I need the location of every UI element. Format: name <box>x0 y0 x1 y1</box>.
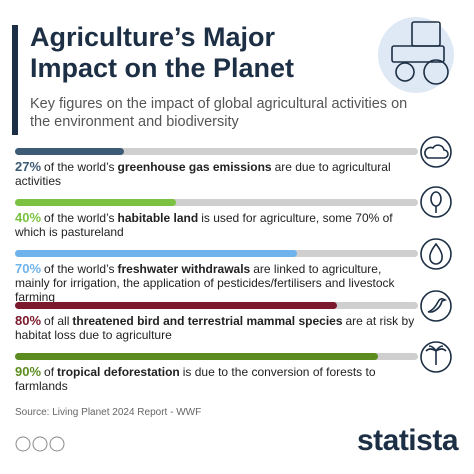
body-text: is due to the conversion of forests to f… <box>15 365 376 393</box>
body-text: of <box>44 365 55 379</box>
body-text: of all <box>44 314 70 328</box>
subtitle: Key figures on the impact of global agri… <box>30 96 408 130</box>
title: Agriculture’s Major Impact on the Planet <box>30 22 295 83</box>
palm-icon <box>420 341 452 373</box>
bar-track <box>15 353 418 360</box>
body-text: of the world’s <box>44 160 115 174</box>
bar-track <box>15 199 418 206</box>
tractor-icon <box>391 21 449 85</box>
body-text: of the world’s <box>44 211 115 225</box>
bar <box>15 353 378 360</box>
highlight-text: threatened bird and terrestrial mammal s… <box>72 314 343 328</box>
bar-track <box>15 250 418 257</box>
accent-bar <box>12 25 18 135</box>
bar-track <box>15 148 418 155</box>
value-label: 40% <box>15 210 42 225</box>
bird-icon <box>420 290 452 322</box>
brand-logo: statista <box>356 424 459 457</box>
body-text: is used for agriculture, some 70% of whi… <box>15 211 393 239</box>
bar-track <box>15 302 418 309</box>
item-text: 27% of the world’s greenhouse gas emission… <box>15 159 415 189</box>
bar <box>15 148 124 155</box>
value-label: 70% <box>15 261 42 276</box>
highlight-text: habitable land <box>117 211 199 225</box>
highlight-text: greenhouse gas emissions <box>117 160 272 174</box>
value-label: 27% <box>15 159 42 174</box>
item-text: 90% of tropical deforestation is due to the… <box>15 364 415 394</box>
item-text: 70% of the world’s freshwater withdrawals a… <box>15 261 415 305</box>
body-text: are due to agricultural activities <box>15 160 391 188</box>
highlight-text: freshwater withdrawals <box>117 262 251 276</box>
value-label: 90% <box>15 364 42 379</box>
source: Source: Living Planet 2024 Report - WWF <box>15 407 202 418</box>
license-icons <box>15 436 65 452</box>
bar <box>15 199 177 206</box>
cloud-icon <box>420 136 452 168</box>
drop-icon <box>420 238 452 270</box>
value-label: 80% <box>15 313 42 328</box>
body-text: are at risk by habitat loss due to agric… <box>15 314 415 342</box>
item-text: 40% of the world’s habitable land is used f… <box>15 210 415 240</box>
bar <box>15 302 338 309</box>
body-text: of the world’s <box>44 262 115 276</box>
body-text: are linked to agriculture, mainly for ir… <box>15 262 395 304</box>
tree-icon <box>420 186 452 218</box>
highlight-text: tropical deforestation <box>57 365 180 379</box>
item-text: 80% of all threatened bird and terrestrial… <box>15 313 415 343</box>
bar <box>15 250 298 257</box>
